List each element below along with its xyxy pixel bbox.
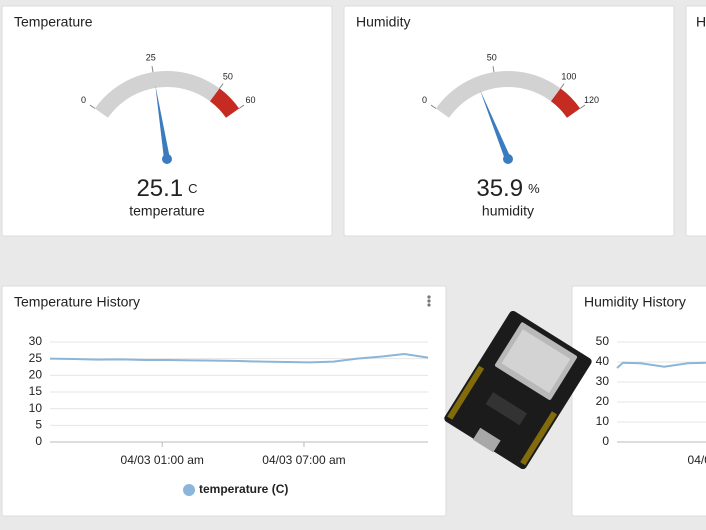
gauge-needle bbox=[155, 84, 170, 160]
card-title: Temperature bbox=[14, 14, 93, 30]
legend-label: temperature (C) bbox=[199, 482, 288, 496]
y-tick-label: 30 bbox=[29, 334, 43, 348]
card bbox=[571, 285, 706, 517]
y-tick-label: 10 bbox=[596, 414, 610, 428]
y-tick-label: 10 bbox=[29, 401, 43, 415]
gauge-tick-label: 0 bbox=[422, 95, 427, 105]
unit-text: C bbox=[188, 181, 197, 196]
gauge-tick bbox=[89, 104, 96, 109]
x-tick-label: 04/03 01:00 am bbox=[688, 453, 706, 467]
gauge-band bbox=[550, 88, 581, 118]
pins bbox=[520, 411, 558, 466]
legend-marker bbox=[183, 484, 195, 496]
gauge-needle bbox=[479, 89, 511, 161]
line-series bbox=[49, 352, 429, 364]
card-title: Humidity History bbox=[584, 294, 686, 310]
gauge-value: 35.9% bbox=[476, 175, 540, 202]
gauge-tick bbox=[430, 104, 437, 109]
gauge-tick-label: 50 bbox=[223, 72, 233, 82]
gauge-tick bbox=[151, 66, 154, 73]
card bbox=[343, 5, 675, 237]
menu-dot bbox=[427, 303, 431, 307]
y-tick-label: 0 bbox=[35, 434, 42, 448]
gauge-pivot bbox=[162, 154, 172, 164]
gauge-arc bbox=[435, 70, 581, 118]
gauge-band bbox=[209, 88, 240, 118]
menu-icon[interactable] bbox=[427, 295, 431, 307]
gauge-tick bbox=[238, 104, 245, 109]
pins bbox=[447, 365, 485, 420]
gauge-tick-label: 60 bbox=[246, 95, 256, 105]
gauge-tick-label: 50 bbox=[487, 53, 497, 63]
y-tick-label: 20 bbox=[29, 368, 43, 382]
y-tick-label: 40 bbox=[596, 354, 610, 368]
gauge-arc bbox=[94, 71, 240, 118]
menu-dot bbox=[427, 299, 431, 303]
y-tick-label: 0 bbox=[602, 434, 609, 448]
x-tick-label: 04/03 07:00 am bbox=[262, 453, 345, 467]
gauge-tick bbox=[492, 66, 495, 73]
x-tick-label: 04/03 01:00 am bbox=[121, 453, 204, 467]
gauge-tick-label: 120 bbox=[584, 95, 599, 105]
gauge-pivot bbox=[503, 154, 513, 164]
gauge-tick bbox=[219, 83, 224, 89]
value-text: 35.9 bbox=[476, 175, 523, 202]
module-shield bbox=[501, 329, 571, 393]
gauge-label: humidity bbox=[482, 203, 534, 219]
gauge-tick bbox=[579, 104, 586, 109]
line-series bbox=[616, 361, 706, 369]
unit-text: % bbox=[528, 181, 540, 196]
y-tick-label: 50 bbox=[596, 334, 610, 348]
y-tick-label: 30 bbox=[596, 374, 610, 388]
menu-dot bbox=[427, 295, 431, 299]
card-title: Humidity bbox=[356, 14, 410, 30]
card bbox=[1, 5, 333, 237]
chip bbox=[485, 392, 528, 426]
y-tick-label: 15 bbox=[29, 384, 43, 398]
gauge-value: 25.1 C bbox=[136, 175, 197, 202]
usb-port bbox=[472, 427, 501, 453]
y-tick-label: 25 bbox=[29, 351, 43, 365]
y-tick-label: 20 bbox=[596, 394, 610, 408]
value-text: 25.1 bbox=[136, 175, 183, 202]
esp32-board-image bbox=[444, 310, 592, 470]
card bbox=[1, 285, 447, 517]
gauge-label: temperature bbox=[129, 203, 205, 219]
card-title: H bbox=[696, 14, 706, 30]
card bbox=[685, 5, 706, 237]
gauge-tick-label: 0 bbox=[81, 95, 86, 105]
gauge-tick-label: 100 bbox=[561, 72, 576, 82]
card-title: Temperature History bbox=[14, 294, 140, 310]
y-tick-label: 5 bbox=[35, 418, 42, 432]
gauge-tick-label: 25 bbox=[146, 53, 156, 63]
gauge-tick bbox=[560, 83, 565, 89]
